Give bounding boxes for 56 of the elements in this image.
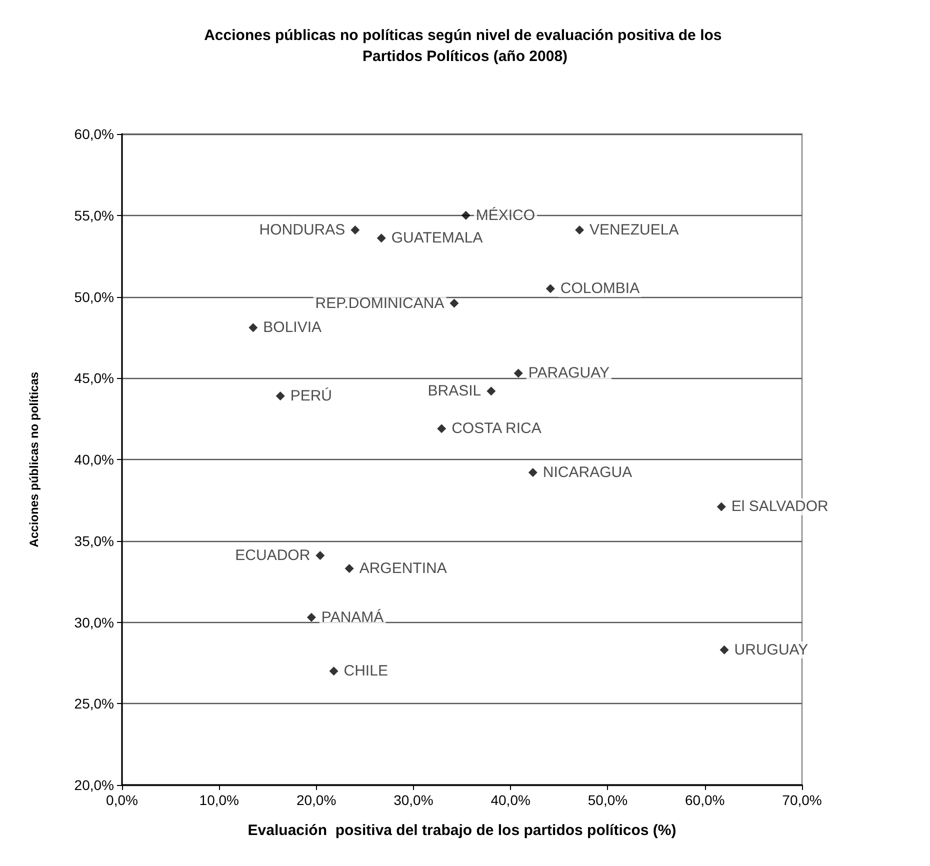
- annotation: PARAGUAY: [528, 364, 610, 382]
- x-tick-label: 0,0%: [106, 792, 138, 808]
- point: [486, 386, 496, 396]
- y-tick-label: 45,0%: [74, 370, 114, 386]
- x-tick-label: 30,0%: [394, 792, 434, 808]
- annotation: HONDURAS: [259, 222, 346, 239]
- point: [528, 468, 538, 478]
- annotation: El SALVADOR: [731, 498, 829, 516]
- chart-title: Acciones públicas no políticas según nivel de evaluación positiva de los Partidos Políticos (año 2008): [204, 27, 726, 65]
- y-tick-label: 40,0%: [74, 452, 114, 468]
- point: [350, 226, 360, 235]
- point: [316, 551, 325, 560]
- annotation: ARGENTINA: [359, 560, 447, 578]
- x-tick-label: 10,0%: [199, 792, 239, 808]
- point: [437, 424, 446, 434]
- point: [248, 323, 258, 332]
- annotation: REP.DOMINICANA: [315, 294, 444, 312]
- point: [329, 666, 338, 676]
- point: [716, 502, 726, 512]
- y-tick-label: 20,0%: [74, 777, 114, 793]
- point: [720, 645, 729, 654]
- x-tick-label: 70,0%: [782, 792, 822, 808]
- point: [461, 210, 470, 220]
- point: [514, 368, 523, 378]
- point: [276, 392, 285, 401]
- annotation: BOLIVIA: [263, 319, 322, 336]
- x-tick-label: 50,0%: [588, 792, 628, 808]
- y-tick-label: 35,0%: [74, 532, 114, 549]
- y-tick-label: 50,0%: [74, 288, 114, 305]
- y-tick-label: 55,0%: [74, 207, 114, 224]
- x-axis-title: Evaluación positiva del trabajo de los partidos políticos (%): [248, 822, 676, 839]
- point: [344, 564, 354, 574]
- annotation: PANAMÁ: [321, 608, 384, 626]
- y-tick-label: 30,0%: [74, 614, 114, 630]
- x-tick-label: 40,0%: [490, 792, 530, 808]
- annotation: CHILE: [344, 662, 388, 680]
- point: [376, 234, 386, 243]
- annotation: COLOMBIA: [560, 280, 640, 298]
- point: [575, 226, 584, 235]
- annotation: COSTA RICA: [452, 420, 542, 438]
- x-tick-label: 60,0%: [685, 792, 725, 808]
- point: [306, 612, 316, 622]
- y-axis-title: Acciones públicas no políticas: [27, 371, 41, 548]
- annotation: URUGUAY: [734, 641, 808, 658]
- y-tick-label: 25,0%: [74, 696, 114, 712]
- annotation: VENEZUELA: [590, 222, 679, 239]
- annotation: NICARAGUA: [542, 464, 632, 482]
- y-tick-label: 60,0%: [74, 126, 114, 142]
- annotation: GUATEMALA: [391, 230, 483, 247]
- point: [450, 298, 459, 308]
- point: [546, 284, 555, 294]
- annotation: BRASIL: [428, 382, 482, 400]
- annotation: ECUADOR: [235, 547, 310, 564]
- x-tick-label: 20,0%: [296, 792, 336, 808]
- annotation: PERÚ: [290, 386, 332, 405]
- annotation: MÉXICO: [476, 206, 536, 224]
